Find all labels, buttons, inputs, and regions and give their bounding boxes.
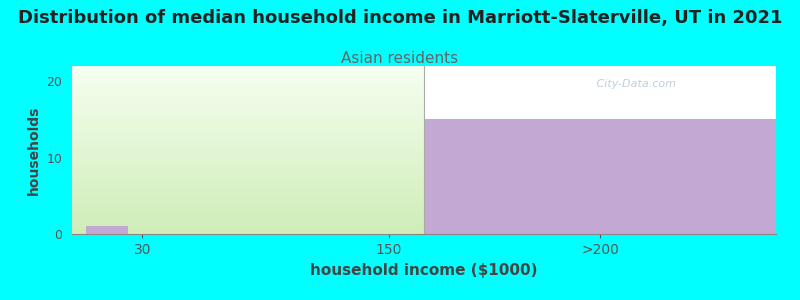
Bar [424, 119, 776, 234]
X-axis label: household income ($1000): household income ($1000) [310, 262, 538, 278]
Y-axis label: households: households [27, 105, 41, 195]
Text: City-Data.com: City-Data.com [586, 80, 676, 89]
Bar [86, 226, 128, 234]
Text: Asian residents: Asian residents [342, 51, 458, 66]
Text: Distribution of median household income in Marriott-Slaterville, UT in 2021: Distribution of median household income … [18, 9, 782, 27]
Bar [424, 66, 776, 234]
